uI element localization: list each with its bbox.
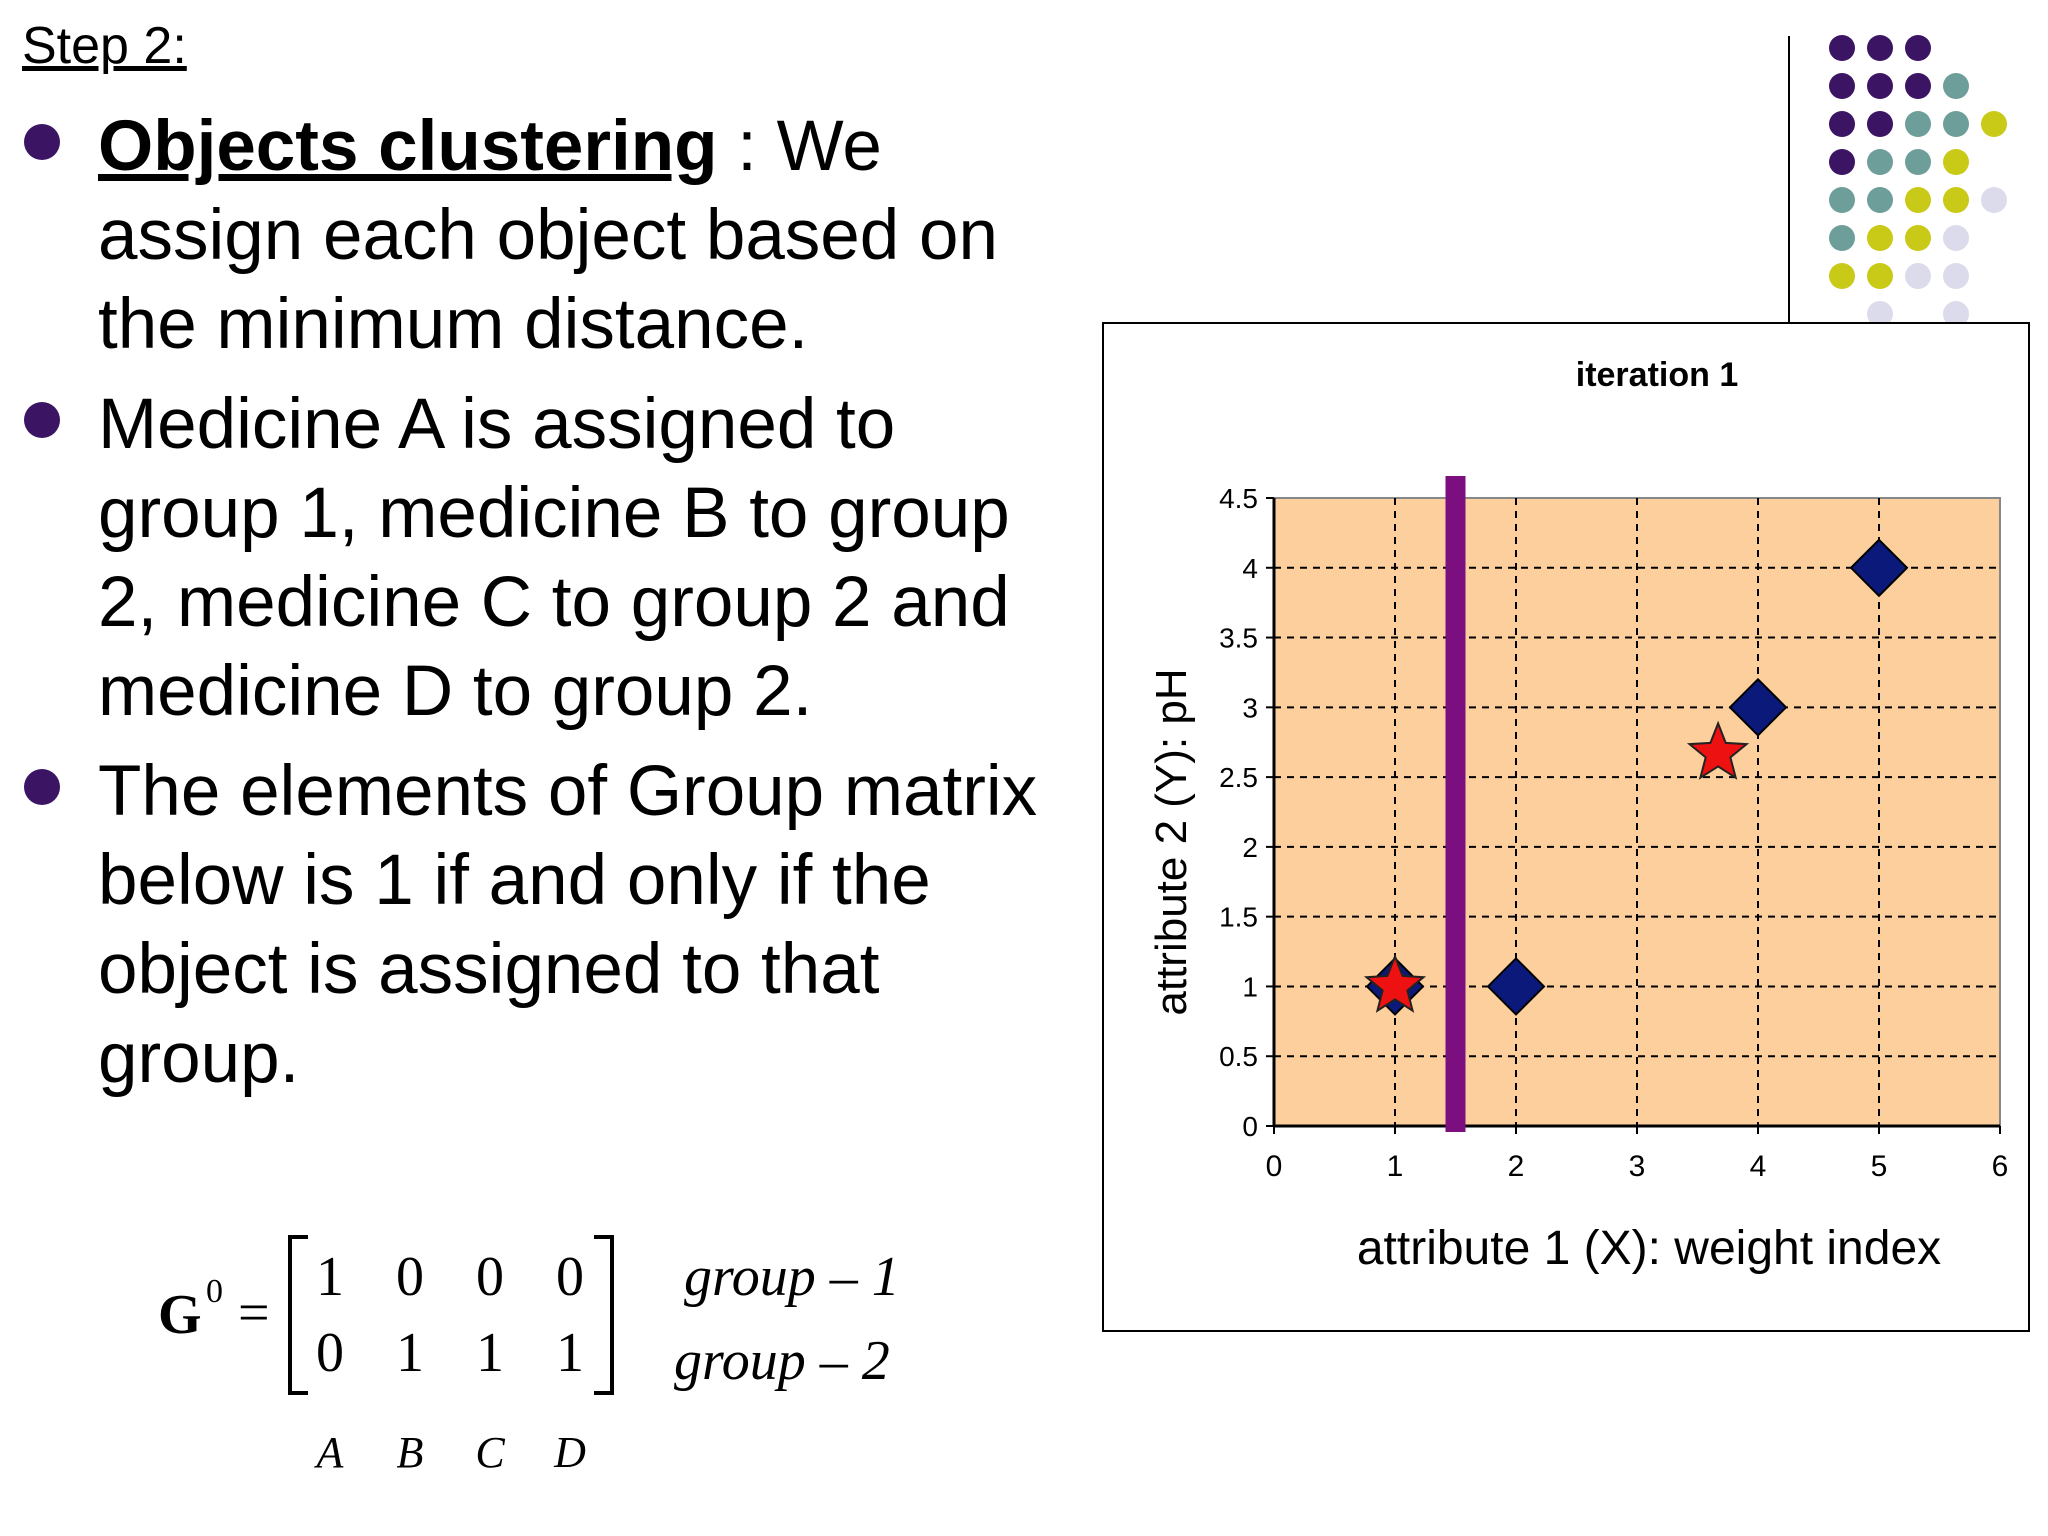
decorative-dot [1829, 225, 1855, 251]
diamond-data-point [1728, 677, 1788, 737]
dot-grid-graphic [1829, 35, 2007, 327]
decorative-dot [1867, 187, 1893, 213]
decorative-dot [1829, 263, 1855, 289]
bullet-dot-icon [24, 769, 60, 805]
decorative-dot [1867, 73, 1893, 99]
decorative-dot [1905, 187, 1931, 213]
decorative-dot [1943, 111, 1969, 137]
matrix-column-label: B [396, 1428, 424, 1477]
matrix-column-label: C [475, 1428, 505, 1477]
decorative-dot [1905, 111, 1931, 137]
y-tick-label: 1.5 [1219, 902, 1258, 933]
matrix-cell: 0 [396, 1246, 424, 1308]
decorative-dot [1867, 225, 1893, 251]
decorative-dot [1867, 301, 1893, 327]
matrix-cell: 1 [316, 1246, 344, 1308]
decorative-dot [1867, 111, 1893, 137]
x-tick-label: 5 [1871, 1150, 1888, 1183]
decorative-dot [1981, 187, 2007, 213]
x-tick-label: 2 [1508, 1150, 1525, 1183]
decorative-divider [1788, 36, 1790, 322]
decorative-dot [1943, 225, 1969, 251]
decorative-dot [1829, 73, 1855, 99]
scatter-chart: 0 1 2 3 4 5 6 0 0.5 1 1.5 2 2.5 3 3.5 4 4.5 iteration 1 at… [1102, 322, 2030, 1332]
matrix-cell: 1 [556, 1322, 584, 1384]
decorative-dot [1905, 263, 1931, 289]
matrix-cell: 0 [476, 1246, 504, 1308]
matrix-left-bracket [288, 1235, 308, 1395]
y-tick-label: 2.5 [1219, 762, 1258, 793]
chart-canvas: 0 1 2 3 4 5 6 0 0.5 1 1.5 2 2.5 3 3.5 4 4.5 iteration 1 at… [1147, 356, 2009, 1275]
decorative-dot [1867, 149, 1893, 175]
step-title: Step 2: [22, 17, 187, 75]
x-tick-label: 6 [1992, 1150, 2009, 1183]
y-tick-label: 0 [1242, 1111, 1258, 1142]
decorative-dot [1943, 149, 1969, 175]
x-tick-label: 1 [1387, 1150, 1404, 1183]
decorative-dot [1829, 149, 1855, 175]
matrix-cell: 1 [396, 1322, 424, 1384]
matrix-row-label-group-1: group – 1 [684, 1246, 900, 1308]
bullet-text: Medicine A is assigned to group 1, medic… [98, 385, 1010, 731]
decorative-dot-grid [1820, 30, 2040, 330]
diamond-data-point [1486, 957, 1546, 1016]
y-tick-label: 0.5 [1219, 1041, 1258, 1072]
decorative-dot [1867, 35, 1893, 61]
y-tick-label: 2 [1242, 832, 1258, 863]
y-tick-label: 3 [1242, 692, 1258, 723]
x-axis-label: attribute 1 (X): weight index [1357, 1222, 1941, 1275]
diamond-data-point [1849, 538, 1909, 598]
matrix-column-label: D [554, 1428, 586, 1477]
matrix-superscript: 0 [206, 1273, 223, 1310]
decorative-dot [1943, 73, 1969, 99]
bullet-item-assignment: Medicine A is assigned to group 1, medic… [20, 380, 1040, 736]
decorative-dot [1905, 73, 1931, 99]
decorative-dot [1829, 35, 1855, 61]
matrix-cell: 0 [316, 1322, 344, 1384]
decorative-dot [1943, 187, 1969, 213]
decorative-dot [1943, 263, 1969, 289]
matrix-row-label-group-2: group – 2 [674, 1330, 890, 1392]
bullet-list: Objects clustering : We assign each obje… [20, 102, 1040, 1114]
decorative-dot [1829, 187, 1855, 213]
centroid-star-point [1363, 953, 1427, 1013]
x-tick-label: 0 [1266, 1150, 1283, 1183]
bullet-lead: Objects clustering [98, 107, 718, 186]
decorative-dot [1829, 111, 1855, 137]
decorative-dot [1867, 263, 1893, 289]
matrix-cell: 1 [476, 1322, 504, 1384]
matrix-right-bracket [594, 1235, 614, 1395]
bullet-text: The elements of Group matrix below is 1 … [98, 752, 1038, 1098]
matrix-symbol: G [158, 1284, 202, 1346]
matrix-cell: 0 [556, 1246, 584, 1308]
decorative-dot [1943, 301, 1969, 327]
y-tick-label: 1 [1242, 971, 1258, 1002]
y-axis-label: attribute 2 (Y): pH [1147, 668, 1196, 1015]
bullet-item-group-matrix: The elements of Group matrix below is 1 … [20, 747, 1040, 1103]
bullet-text: : We assign each object based on the min… [98, 107, 998, 364]
group-matrix: G 0 = 1 0 0 0 0 1 1 1 group – 1 group – … [158, 1235, 918, 1477]
decorative-dot [1981, 111, 2007, 137]
decorative-dot [1905, 225, 1931, 251]
centroid-star-point [1686, 720, 1750, 780]
bullet-dot-icon [24, 402, 60, 438]
y-tick-label: 3.5 [1219, 623, 1258, 654]
chart-title: iteration 1 [1576, 356, 1738, 394]
matrix-column-label: A [316, 1428, 344, 1477]
matrix-equals: = [238, 1282, 270, 1344]
x-tick-label: 4 [1750, 1150, 1767, 1183]
decorative-dot [1905, 35, 1931, 61]
bullet-dot-icon [24, 124, 60, 160]
x-tick-label: 3 [1629, 1150, 1646, 1183]
bullet-item-objects-clustering: Objects clustering : We assign each obje… [20, 102, 1040, 369]
y-tick-label: 4.5 [1219, 483, 1258, 514]
y-tick-label: 4 [1242, 553, 1258, 584]
decorative-dot [1905, 149, 1931, 175]
